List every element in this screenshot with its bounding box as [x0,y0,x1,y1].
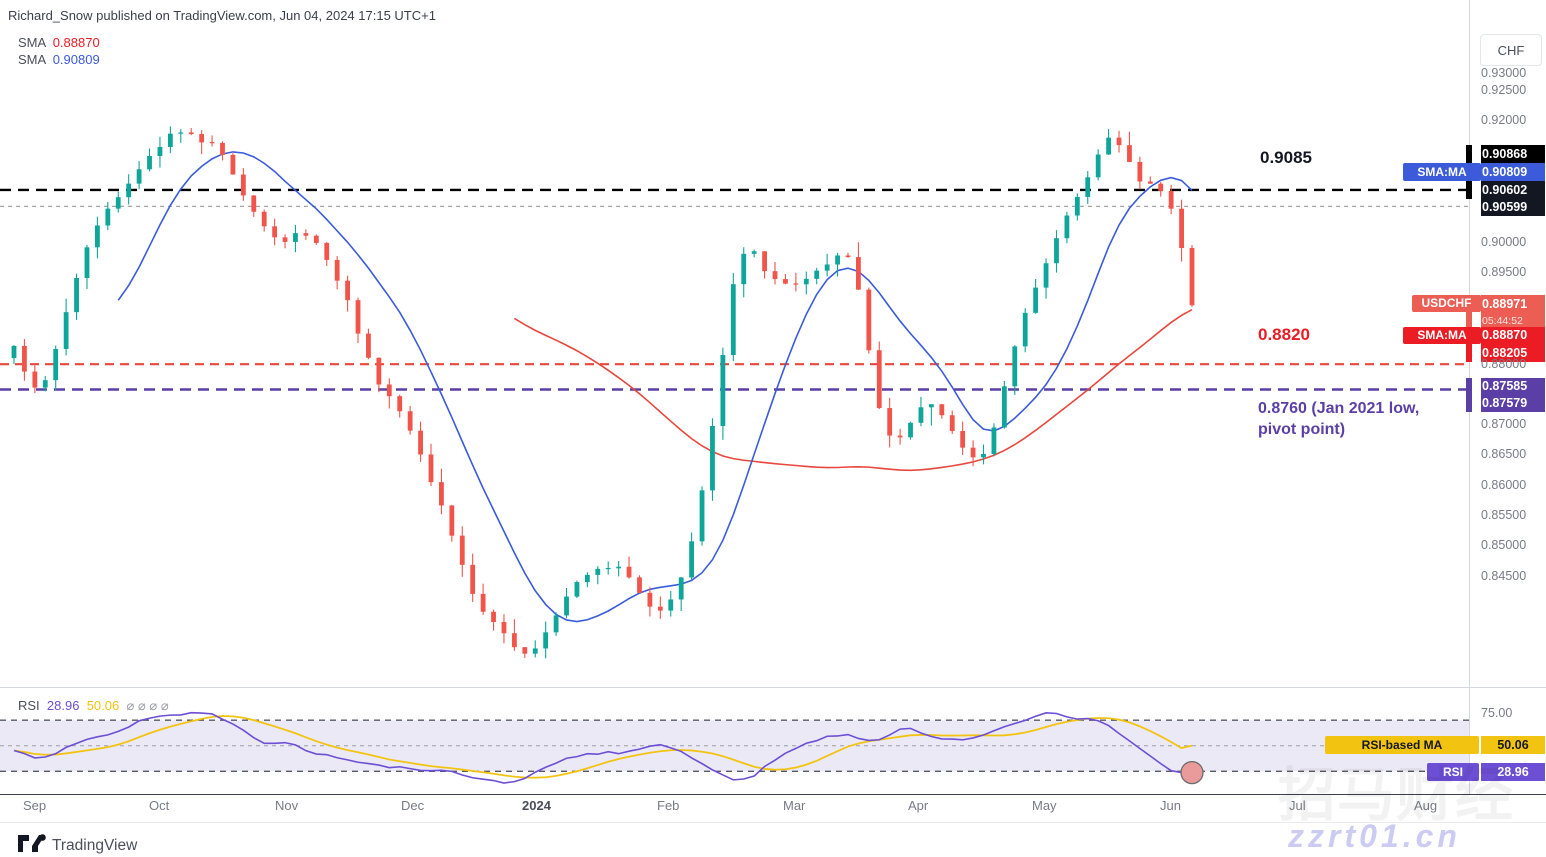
svg-text:TradingView: TradingView [52,837,138,854]
